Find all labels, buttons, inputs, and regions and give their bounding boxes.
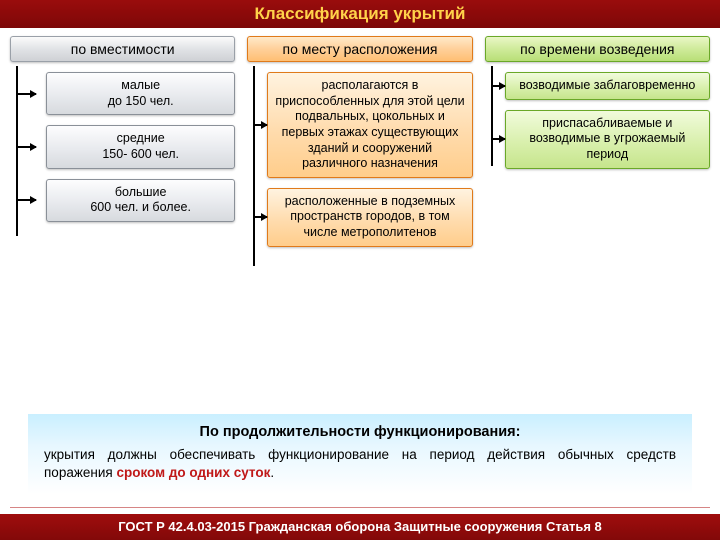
column-header: по месту расположения [247,36,472,62]
item-row: средние150- 600 чел. [46,125,235,168]
footer: ГОСТ Р 42.4.03-2015 Гражданская оборона … [0,514,720,540]
bottom-highlight: сроком до одних суток [116,465,270,480]
connector-branch [18,199,36,201]
column-header: по времени возведения [485,36,710,62]
item-row: расположенные в подземных пространств го… [267,188,472,247]
connector-trunk [491,66,493,166]
item-box: располагаются в приспособленных для этой… [267,72,472,178]
connector-branch [493,138,505,140]
connector-branch [18,146,36,148]
item-box: возводимые заблаговременно [505,72,710,100]
column-1: по месту расположения располагаются в при… [247,36,472,257]
item-box: приспасабливаемые и возводимые в угрожае… [505,110,710,169]
items-wrap: возводимые заблаговременно приспасабливае… [485,72,710,169]
divider [10,507,710,508]
bottom-text-after: . [270,465,274,480]
bottom-block: По продолжительности функционирования: у… [28,414,692,494]
connector-trunk [16,66,18,236]
page-title: Классификация укрытий [0,0,720,28]
column-2: по времени возведения возводимые заблагов… [485,36,710,257]
item-box: средние150- 600 чел. [46,125,235,168]
item-box: большие600 чел. и более. [46,179,235,222]
item-box: малыедо 150 чел. [46,72,235,115]
item-box: расположенные в подземных пространств го… [267,188,472,247]
item-row: малыедо 150 чел. [46,72,235,115]
columns: по вместимости малыедо 150 чел. средние150… [10,36,710,257]
item-row: приспасабливаемые и возводимые в угрожае… [505,110,710,169]
bottom-title: По продолжительности функционирования: [44,424,676,440]
connector-branch [493,85,505,87]
items-wrap: малыедо 150 чел. средние150- 600 чел. боль… [10,72,235,222]
connector-trunk [253,66,255,266]
connector-branch [18,93,36,95]
column-header: по вместимости [10,36,235,62]
item-row: располагаются в приспособленных для этой… [267,72,472,178]
connector-branch [255,124,267,126]
item-row: возводимые заблаговременно [505,72,710,100]
column-0: по вместимости малыедо 150 чел. средние150… [10,36,235,257]
bottom-text: укрытия должны обеспечивать функциониров… [44,446,676,482]
connector-branch [255,216,267,218]
items-wrap: располагаются в приспособленных для этой… [247,72,472,247]
item-row: большие600 чел. и более. [46,179,235,222]
